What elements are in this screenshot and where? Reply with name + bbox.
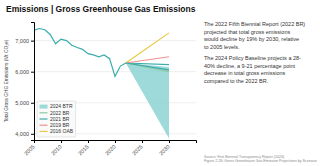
series-line [126,63,169,70]
y-tick-label: 7,000 [15,38,29,44]
x-axis-line [35,141,197,144]
y-tick: 6,000 [15,69,34,75]
x-tick: 2020 [104,140,117,157]
y-tick-mark [31,103,34,104]
x-tick-mark [34,140,35,143]
x-tick: 2030 [158,140,171,157]
x-axis: 2005 2010 2015 2020 2025 2030 [23,140,197,157]
x-tick: 2010 [50,140,63,157]
plot-area [34,29,169,139]
x-tick-mark [142,140,143,143]
y-axis-title: Total Gross GHG Emissions (Mt CO₂e) [4,39,9,122]
annotation-line: to 2005 levels. [204,44,240,50]
x-tick-label: 2025 [131,144,144,157]
source-line: Source: First Biennial Transparency Repo… [204,155,284,159]
annotation-line: compared to the 2022 BR. [204,78,269,84]
chart-svg: Emissions | Gross Greenhouse Gas Emissio… [0,0,320,166]
source-line: Figure 2-26: Gross Greenhouse Gas Emissi… [204,159,317,163]
legend-swatch [40,125,48,126]
legend-swatch [40,131,48,132]
y-tick-mark [31,134,34,135]
legend-swatch [40,105,48,109]
x-tick-label: 2030 [158,144,171,157]
x-tick-mark [61,140,62,143]
legend-label: 2019 BR [50,122,70,128]
x-tick-mark [169,140,170,143]
series-area [126,63,169,138]
y-tick: 4,000 [15,131,34,137]
chart-title: Emissions | Gross Greenhouse Gas Emissio… [6,4,196,14]
legend: 2024 BTR2022 BR2021 BR2019 BR2016 OAB [37,101,76,137]
legend-swatch [40,118,48,119]
x-tick-label: 2005 [23,144,36,157]
x-tick: 2005 [23,140,36,157]
y-tick-label: 6,000 [15,69,29,75]
series-line [126,33,169,63]
y-tick: 5,000 [15,100,34,106]
annotations: The 2022 Fifth Biennial Report (2022 BR)… [203,21,305,84]
x-tick: 2015 [77,140,90,157]
grid-line [34,71,196,72]
legend-box [37,101,76,137]
legend-label: 2022 BR [50,110,70,116]
y-tick-label: 4,000 [15,131,29,137]
legend-swatch [40,112,48,113]
annotation-line: 40% decline, a 9-21 percentage point [204,63,296,69]
x-tick-label: 2020 [104,144,117,157]
y-axis: 4,000 5,000 6,000 7,000 [15,23,34,141]
annotation-line: decrease in total gross emissions [204,70,286,76]
legend-label: 2016 OAB [50,128,74,134]
annotation: The 2022 Fifth Biennial Report (2022 BR)… [203,21,305,50]
annotation-line: The 2022 Fifth Biennial Report (2022 BR) [204,21,305,27]
legend-label: 2024 BTR [50,103,73,109]
x-tick-mark [88,140,89,143]
y-tick-mark [31,41,34,42]
grid [34,41,196,134]
annotation: The 2024 Policy Baseline projects a 28- 4… [204,55,301,84]
annotation-line: The 2024 Policy Baseline projects a 28- [204,55,301,61]
x-tick-mark [115,140,116,143]
y-tick: 7,000 [15,38,34,44]
source: Source: First Biennial Transparency Repo… [204,155,317,164]
x-tick-label: 2015 [77,144,90,157]
series-line [126,57,169,63]
chart-container: Emissions | Gross Greenhouse Gas Emissio… [0,0,320,166]
annotation-line: projected that total gross emissions [204,29,290,35]
x-tick-label: 2010 [50,144,63,157]
series-line [126,63,169,72]
y-tick-label: 5,000 [15,100,29,106]
series-line [34,29,126,77]
y-tick-mark [31,72,34,73]
y-axis-line [31,23,35,141]
legend-label: 2021 BR [50,116,70,122]
annotation-line: would decline by 19% by 2030, relative [203,36,299,42]
x-tick: 2025 [131,140,144,157]
